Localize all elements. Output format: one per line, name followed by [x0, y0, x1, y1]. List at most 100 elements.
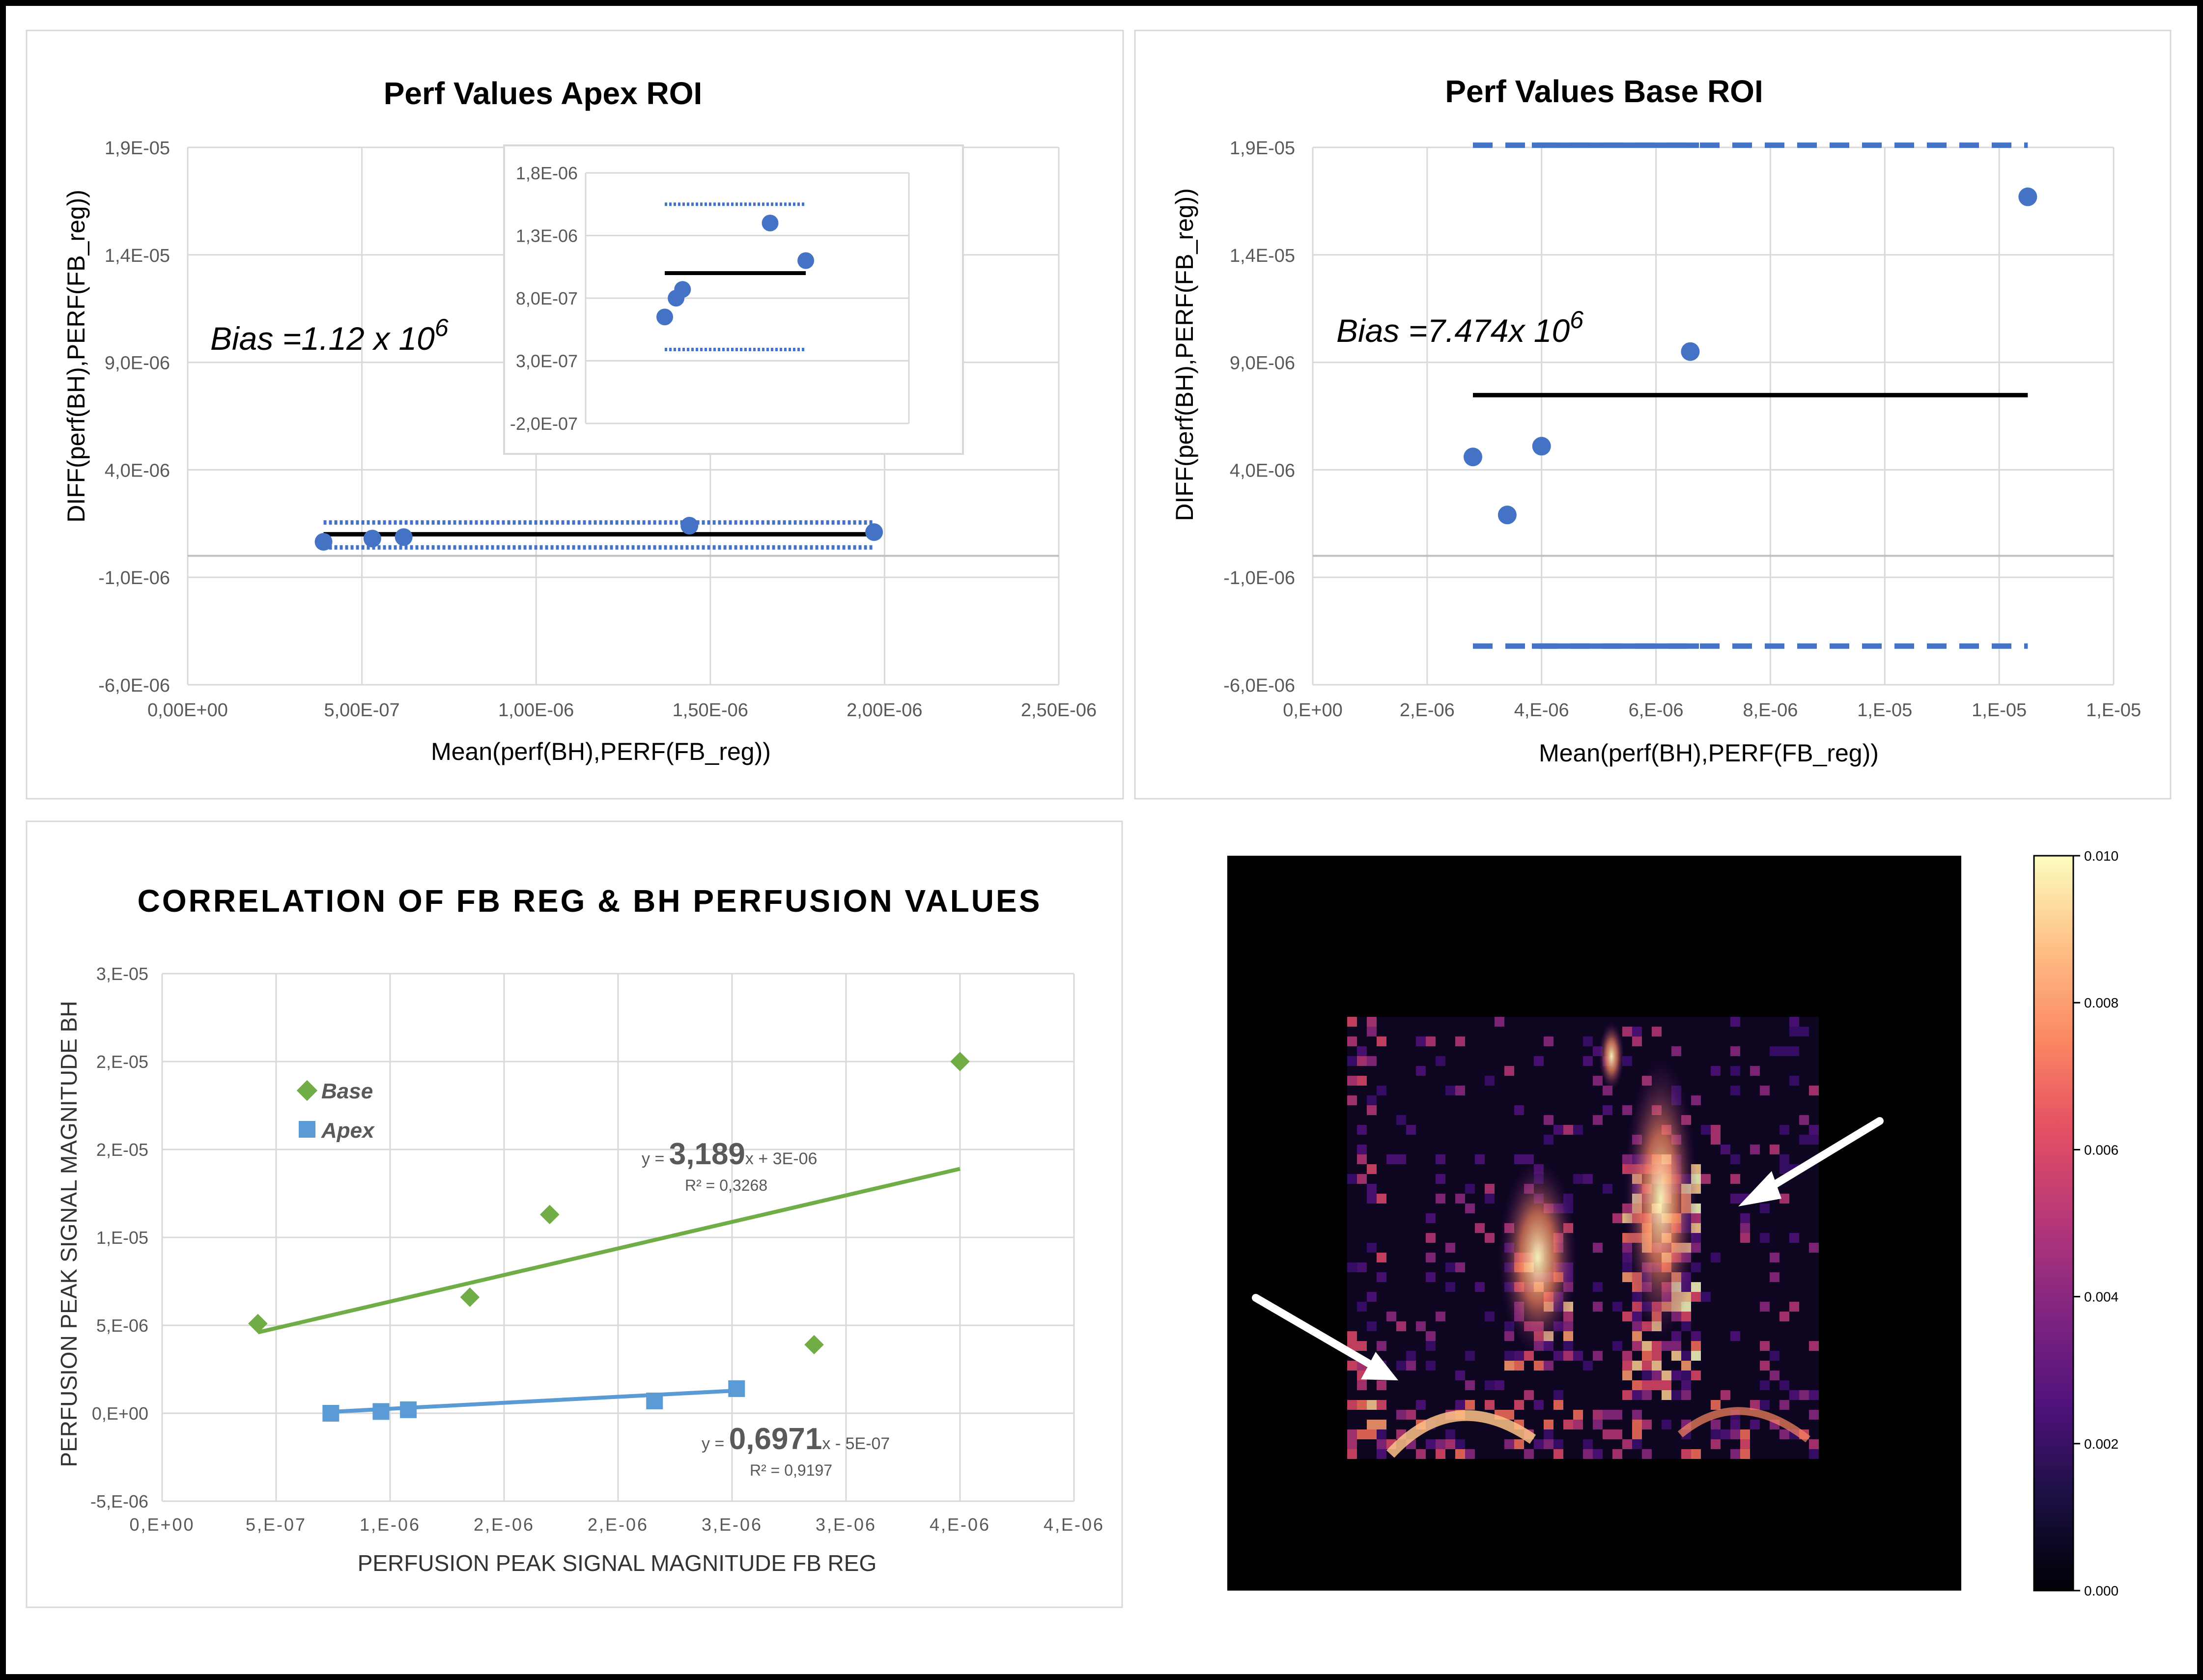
heat-pixel — [1730, 1194, 1740, 1204]
heat-pixel — [1681, 1390, 1691, 1400]
data-point-apex — [322, 1405, 339, 1422]
chart-base-y-label: DIFF(perf(BH),PERF(FB_reg)) — [1171, 188, 1198, 521]
heat-pixel — [1770, 1253, 1779, 1262]
heat-pixel — [1622, 1371, 1632, 1380]
heat-pixel — [1485, 1076, 1495, 1086]
heat-pixel — [1681, 1380, 1691, 1390]
heat-pixel — [1426, 1233, 1436, 1243]
x-tick-label: 1,00E-06 — [498, 700, 574, 721]
heat-pixel — [1583, 1361, 1593, 1371]
y-tick-label: 1,E-05 — [96, 1228, 148, 1248]
heat-pixel — [1583, 1174, 1593, 1184]
chart-correlation: CORRELATION OF FB REG & BH PERFUSION VAL… — [26, 820, 1123, 1608]
equation-apex-coef: 0,6971 — [729, 1422, 822, 1456]
heat-pixel — [1789, 1076, 1799, 1086]
heat-pixel — [1691, 1331, 1701, 1341]
chart-correlation-x-ticks: 0,E+00 5,E-07 1,E-06 2,E-06 2,E-06 3,E-06 3,E-… — [129, 1514, 1103, 1535]
heat-pixel — [1377, 1429, 1386, 1439]
perfusion-map-panel: 0.000 0.002 0.004 0.006 0.008 0.010 — [1227, 848, 2118, 1598]
heat-pixel — [1671, 1341, 1681, 1351]
x-tick-label: 2,50E-06 — [1021, 700, 1097, 721]
x-tick-label: 1,E-05 — [1857, 700, 1912, 721]
heat-pixel — [1622, 1361, 1632, 1371]
x-tick-label: 5,00E-07 — [324, 700, 399, 721]
heat-pixel — [1347, 1449, 1357, 1459]
heat-pixel — [1377, 1439, 1386, 1449]
heat-pixel — [1563, 1331, 1573, 1341]
equation-apex: y = 0,6971x - 5E-07 — [702, 1422, 890, 1456]
chart-correlation-panel — [26, 820, 1123, 1608]
heat-pixel — [1367, 1429, 1377, 1439]
heat-pixel — [1386, 1312, 1396, 1321]
heat-pixel — [1681, 1449, 1691, 1459]
heat-pixel — [1652, 1351, 1662, 1361]
chart-correlation-x-label: PERFUSION PEAK SIGNAL MAGNITUDE FB REG — [358, 1550, 876, 1576]
heat-pixel — [1445, 1086, 1455, 1095]
heat-pixel — [1662, 1420, 1671, 1429]
heat-pixel — [1583, 1036, 1593, 1046]
heat-pixel — [1779, 1154, 1789, 1164]
heat-pixel — [1799, 1135, 1809, 1145]
chart-base-panel — [1134, 29, 2172, 800]
heat-pixel — [1504, 1066, 1514, 1076]
heat-pixel — [1701, 1125, 1711, 1135]
heat-pixel — [1455, 1449, 1465, 1459]
trendline-base — [257, 1167, 960, 1335]
heat-pixel — [1367, 1027, 1377, 1036]
chart-correlation-y-ticks: -5,E-06 0,E+00 5,E-06 1,E-05 2,E-05 2,E-05 3,E… — [90, 964, 148, 1512]
heat-pixel — [1593, 1115, 1603, 1125]
colorbar-ticks: 0.000 0.002 0.004 0.006 0.008 0.010 — [2073, 848, 2118, 1598]
heat-pixel — [1367, 1095, 1377, 1105]
y-tick-label: 1,9E-05 — [1230, 138, 1295, 159]
heat-pixel — [1779, 1380, 1789, 1390]
heat-pixel — [1809, 1135, 1819, 1145]
y-tick-label: -1,0E-06 — [1223, 568, 1295, 588]
heat-pixel — [1603, 1410, 1612, 1420]
y-tick-label: 2,E-05 — [96, 1052, 148, 1072]
heat-pixel — [1357, 1400, 1367, 1410]
data-point-apex — [400, 1401, 417, 1418]
data-point-base — [950, 1052, 970, 1071]
y-tick-label: 5,E-06 — [96, 1316, 148, 1336]
x-tick-label: 5,E-07 — [246, 1514, 307, 1535]
heat-pixel — [1642, 1341, 1652, 1351]
heat-pixel — [1553, 1449, 1563, 1459]
data-point-base — [248, 1314, 268, 1334]
heat-pixel — [1534, 1400, 1544, 1410]
heat-pixel — [1367, 1194, 1377, 1204]
heat-pixel — [1367, 1420, 1377, 1429]
heat-pixel — [1357, 1056, 1367, 1066]
chart-apex-bias-text: Bias =1.12 x 10 — [210, 320, 435, 357]
heat-pixel — [1642, 1449, 1652, 1459]
heat-pixel — [1455, 1086, 1465, 1095]
data-point — [865, 523, 883, 541]
heat-pixel — [1711, 1125, 1721, 1135]
heat-pixel — [1612, 1213, 1622, 1223]
heat-pixel — [1691, 1292, 1701, 1302]
x-tick-label: 4,E-06 — [930, 1514, 990, 1535]
heat-pixel — [1436, 1312, 1445, 1321]
heat-pixel — [1632, 1341, 1642, 1351]
heat-pixel — [1357, 1262, 1367, 1272]
heat-pixel — [1583, 1449, 1593, 1459]
heat-pixel — [1416, 1036, 1426, 1046]
heat-pixel — [1612, 1410, 1622, 1420]
perfusion-map-diaphragm-right — [1677, 1407, 1810, 1443]
chart-apex-bias-annotation: Bias =1.12 x 106 — [210, 314, 449, 357]
chart-apex: Perf Values Apex ROI -6,0E-06 -1,0E-06 4,0… — [26, 29, 1124, 800]
heat-pixel — [1799, 1115, 1809, 1125]
heat-pixel — [1406, 1410, 1416, 1420]
heat-pixel — [1426, 1331, 1436, 1341]
heat-pixel — [1622, 1105, 1632, 1115]
heat-pixel — [1603, 1184, 1612, 1194]
y-tick-label: 1,9E-05 — [105, 138, 170, 159]
chart-correlation-equation-base: y = 3,189x + 3E-06 R² = 0,3268 — [642, 1137, 817, 1194]
heat-pixel — [1711, 1135, 1721, 1145]
heat-pixel — [1779, 1312, 1789, 1321]
heat-pixel — [1750, 1145, 1760, 1154]
data-point-base — [460, 1287, 480, 1307]
heat-pixel — [1809, 1243, 1819, 1253]
chart-correlation-grid — [161, 973, 1075, 1502]
heat-pixel — [1730, 1331, 1740, 1341]
